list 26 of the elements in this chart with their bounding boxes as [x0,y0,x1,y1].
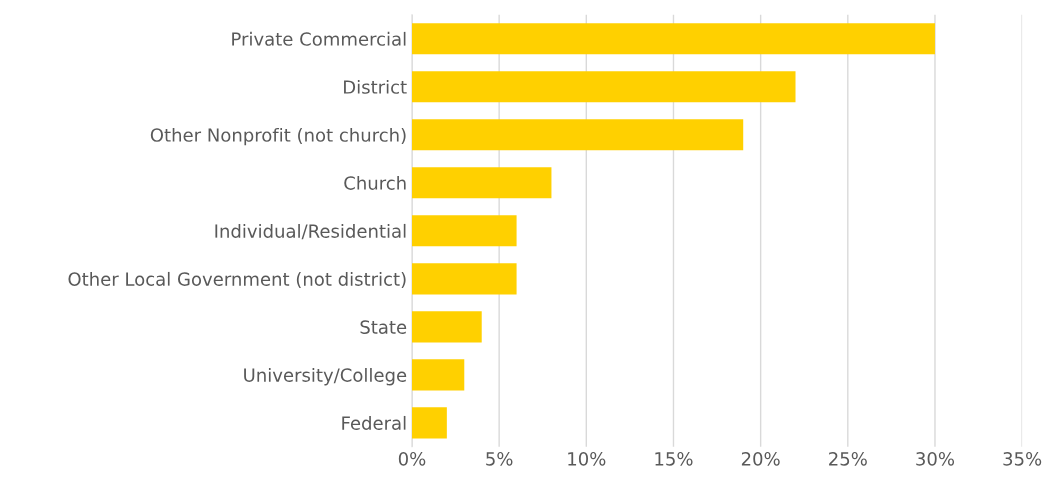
x-tick-label: 0% [398,451,426,466]
y-tick-label: University/College [244,367,407,386]
bar [411,119,744,151]
x-tick-label: 20% [741,451,780,466]
x-tick-label: 35% [1003,451,1042,466]
bar [411,263,517,295]
y-tick-label: State [360,320,407,334]
x-tick-label: 25% [829,451,867,466]
y-tick-label: District [344,79,407,94]
bar [411,311,482,343]
x-tick-label: 15% [655,451,693,466]
bar [411,359,465,391]
y-tick-label: Other Nonprofit (not church) [150,127,406,146]
y-tick-label: Other Local Government (not district) [68,271,406,289]
y-tick-label: Federal [342,415,406,430]
y-tick-label: Church [344,175,406,190]
x-tick-label: 5% [486,451,513,466]
x-tick-label: 30% [916,451,955,466]
y-tick-label: Individual/Residential [215,223,406,240]
x-tick-label: 10% [568,451,606,466]
bar [411,215,517,247]
bar [411,23,935,55]
y-tick-label: Private Commercial [232,31,406,46]
bar [411,71,796,103]
bar [411,167,552,199]
bar [411,407,447,439]
